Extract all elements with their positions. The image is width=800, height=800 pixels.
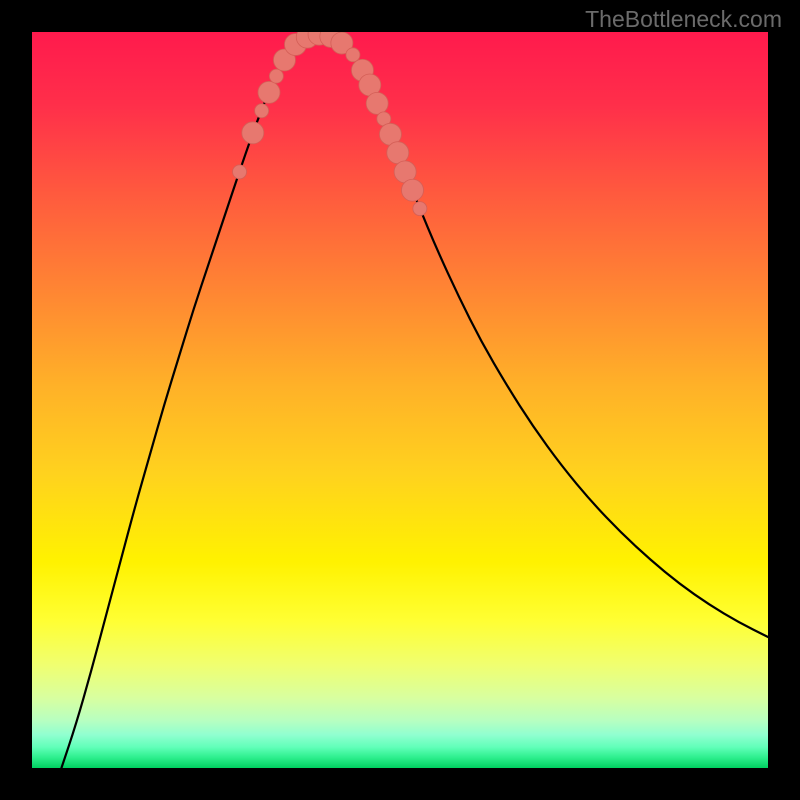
data-marker	[366, 92, 388, 114]
data-marker	[242, 122, 264, 144]
data-marker	[387, 142, 409, 164]
data-marker	[255, 104, 269, 118]
data-marker	[413, 202, 427, 216]
chart-frame: TheBottleneck.com	[0, 0, 800, 800]
chart-svg	[32, 32, 768, 768]
plot-area	[32, 32, 768, 768]
data-marker	[233, 165, 247, 179]
data-marker	[269, 69, 283, 83]
data-marker	[258, 81, 280, 103]
data-marker	[402, 179, 424, 201]
watermark-text: TheBottleneck.com	[585, 6, 782, 33]
data-marker	[346, 48, 360, 62]
